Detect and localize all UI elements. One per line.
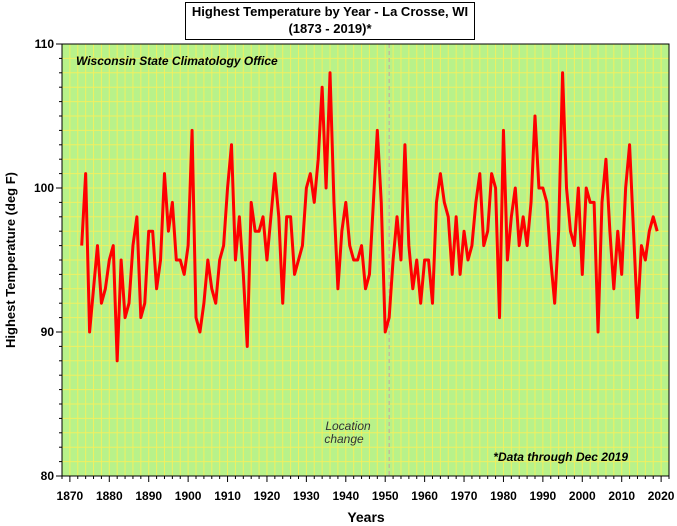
axis-ticks: 1870 1880 1890 1900 1910 1920 1930 1940 1950 1960…: [34, 37, 675, 503]
y-tick-label: 110: [35, 37, 55, 51]
y-tick-label: 90: [41, 325, 55, 339]
x-tick-label: 2010: [608, 489, 635, 503]
x-tick-label: 1950: [372, 489, 399, 503]
x-tick-label: 1990: [530, 489, 557, 503]
x-tick-label: 1920: [254, 489, 281, 503]
footnote: *Data through Dec 2019: [493, 450, 628, 464]
chart-title-box: Highest Temperature by Year - La Crosse,…: [185, 2, 475, 40]
chart-subtitle: (1873 - 2019)*: [288, 21, 372, 36]
x-tick-label: 1930: [293, 489, 320, 503]
x-axis-label: Years: [347, 509, 385, 525]
chart-title: Highest Temperature by Year - La Crosse,…: [191, 4, 469, 19]
annotation-location: Location: [325, 419, 371, 433]
y-axis-label: Highest Temperature (deg F): [3, 172, 18, 348]
x-tick-label: 1870: [57, 489, 84, 503]
x-tick-label: 1910: [214, 489, 241, 503]
y-tick-label: 100: [34, 181, 54, 195]
x-tick-label: 2000: [569, 489, 596, 503]
x-tick-label: 2020: [648, 489, 675, 503]
x-tick-label: 1900: [175, 489, 202, 503]
x-tick-label: 1970: [451, 489, 478, 503]
y-tick-label: 80: [41, 469, 55, 483]
x-tick-label: 1960: [411, 489, 438, 503]
x-tick-label: 1890: [135, 489, 162, 503]
source-label: Wisconsin State Climatology Office: [76, 54, 278, 68]
x-tick-label: 1880: [96, 489, 123, 503]
x-tick-label: 1940: [332, 489, 359, 503]
annotation-change: change: [324, 432, 364, 446]
x-tick-label: 1980: [490, 489, 517, 503]
highest-temperature-line: [80, 71, 659, 363]
